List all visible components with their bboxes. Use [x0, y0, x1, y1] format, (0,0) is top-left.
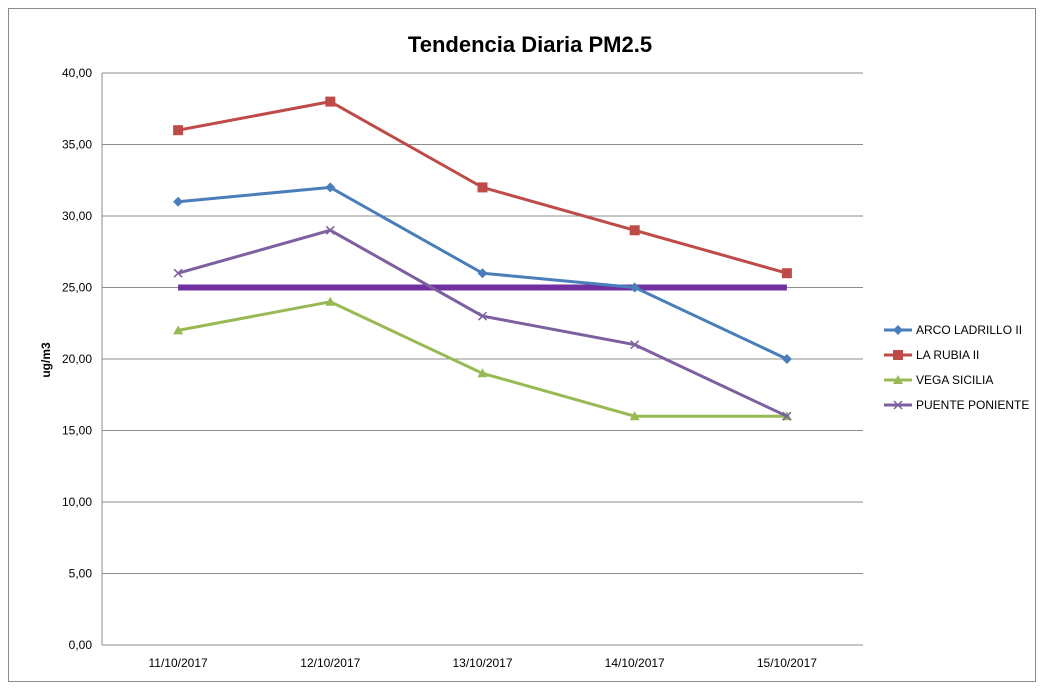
x-marker: [782, 411, 792, 421]
series-line: [177, 228, 788, 418]
diamond-marker: [325, 182, 336, 193]
square-marker: [781, 268, 792, 279]
y-tick-label: 30,00: [62, 209, 92, 223]
triangle-marker: [629, 411, 640, 421]
y-tick-label: 40,00: [62, 66, 92, 80]
triangle-marker: [893, 375, 903, 384]
x-tick-label: 14/10/2017: [605, 656, 665, 670]
x-marker: [893, 400, 903, 410]
triangle-marker: [325, 296, 336, 306]
triangle-marker: [173, 325, 184, 335]
diamond-marker: [629, 282, 640, 293]
x-tick-label: 11/10/2017: [149, 656, 208, 670]
square-marker: [173, 125, 184, 136]
x-tick-label: 13/10/2017: [452, 656, 512, 670]
y-tick-label: 15,00: [62, 424, 92, 438]
triangle-marker: [477, 368, 488, 378]
x-tick-label: 12/10/2017: [300, 656, 360, 670]
y-tick-label: 20,00: [62, 352, 92, 366]
x-tick-label: 15/10/2017: [757, 656, 817, 670]
square-marker: [629, 225, 640, 236]
legend-label: PUENTE PONIENTE: [916, 398, 1029, 412]
y-tick-label: 0,00: [69, 638, 93, 652]
y-tick-label: 25,00: [62, 281, 92, 295]
diamond-marker: [781, 354, 792, 364]
diamond-marker: [173, 196, 184, 207]
x-marker: [630, 340, 640, 350]
diamond-marker: [893, 325, 903, 335]
legend-label: LA RUBIA II: [916, 348, 979, 362]
y-tick-label: 10,00: [62, 495, 92, 509]
square-marker: [325, 96, 336, 107]
y-tick-label: 35,00: [62, 138, 92, 152]
square-marker: [893, 350, 903, 360]
legend-label: VEGA SICILIA: [916, 373, 993, 387]
chart-frame: [8, 8, 1036, 682]
x-marker: [325, 225, 335, 235]
diamond-marker: [477, 268, 488, 279]
x-marker: [173, 268, 183, 278]
square-marker: [477, 182, 488, 193]
x-marker: [477, 311, 488, 321]
legend-label: ARCO LADRILLO II: [916, 323, 1022, 337]
y-axis-label: ug/m3: [39, 342, 53, 378]
chart-title: Tendencia Diaria PM2.5: [408, 32, 652, 57]
y-tick-label: 5,00: [69, 567, 93, 581]
